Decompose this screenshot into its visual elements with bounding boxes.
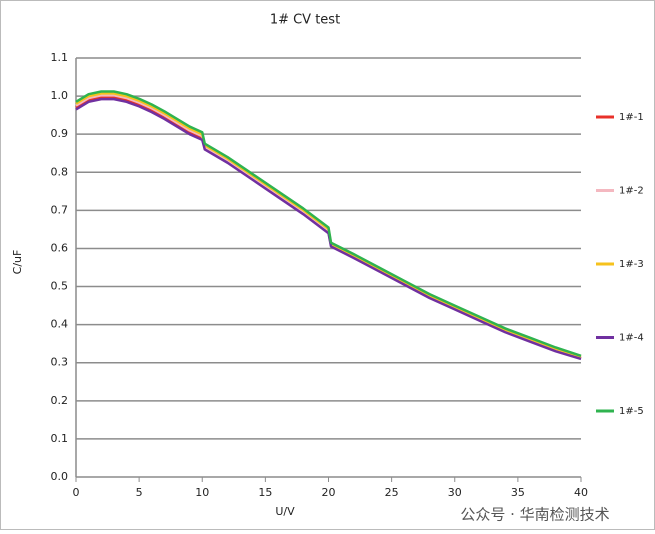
x-tick-label: 10 xyxy=(195,486,209,499)
y-tick-label: 0.8 xyxy=(51,165,69,178)
x-tick-label: 5 xyxy=(136,486,143,499)
watermark: 公众号 · 华南检测技术 xyxy=(460,506,609,524)
x-tick-label: 20 xyxy=(322,486,336,499)
series-line xyxy=(75,90,582,358)
legend-label: 1#-2 xyxy=(619,186,644,197)
legend-label: 1#-5 xyxy=(619,406,644,417)
y-tick-label: 0.3 xyxy=(51,356,69,369)
legend-label: 1#-4 xyxy=(619,333,644,344)
y-tick-label: 0.9 xyxy=(51,127,69,140)
x-tick-label: 0 xyxy=(73,486,80,499)
x-tick-label: 15 xyxy=(258,486,272,499)
series-line xyxy=(75,97,582,361)
legend-label: 1#-1 xyxy=(619,112,644,123)
y-tick-label: 0.2 xyxy=(51,394,69,407)
y-tick-label: 1.0 xyxy=(51,89,69,102)
y-tick-label: 0.0 xyxy=(51,470,69,483)
y-tick-label: 0.5 xyxy=(51,280,69,293)
y-axis-label: C/uF xyxy=(11,250,24,275)
x-tick-label: 35 xyxy=(511,486,525,499)
x-tick-label: 25 xyxy=(385,486,399,499)
chart-title: 1# CV test xyxy=(270,13,340,28)
legend-label: 1#-3 xyxy=(619,259,644,270)
y-tick-label: 0.6 xyxy=(51,241,69,254)
x-tick-label: 30 xyxy=(448,486,462,499)
x-tick-label: 40 xyxy=(574,486,588,499)
y-tick-label: 0.4 xyxy=(51,318,69,331)
x-axis-label: U/V xyxy=(275,505,295,518)
y-tick-label: 0.7 xyxy=(51,203,69,216)
y-tick-label: 1.1 xyxy=(51,51,69,64)
y-tick-label: 0.1 xyxy=(51,432,69,445)
